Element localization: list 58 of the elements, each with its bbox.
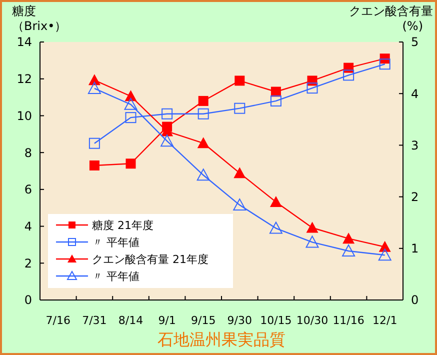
x-tick-label: 10/15 (260, 314, 292, 327)
point (88, 82, 101, 94)
x-tick-label: 7/31 (82, 314, 107, 327)
point (306, 222, 318, 233)
legend-label: クエン酸含有量 21年度 (92, 252, 208, 266)
y-tick-label: 6 (24, 182, 32, 197)
legend-label: 〃 平年値 (92, 236, 140, 249)
y2-tick-label: 3 (411, 138, 419, 152)
point (89, 160, 100, 170)
x-tick-label: 12/1 (372, 314, 398, 327)
y2-tick-label: 2 (411, 190, 419, 204)
point (198, 96, 208, 106)
point (124, 98, 138, 110)
point (160, 134, 174, 147)
x-tick-label: 8/14 (118, 314, 144, 327)
point (196, 168, 210, 181)
point (126, 158, 136, 169)
point (125, 112, 136, 124)
point (234, 76, 245, 86)
y-tick-label: 12 (16, 72, 32, 86)
x-tick-label: 9/30 (227, 314, 252, 327)
point (269, 222, 282, 234)
text: 石地温州果実品質 (158, 330, 286, 349)
y2-tick-label: 4 (411, 86, 419, 101)
legend-label: 糖度 21年度 (92, 218, 154, 232)
point (342, 232, 355, 244)
point (270, 95, 282, 106)
point (306, 236, 319, 248)
legend-label: 〃 平年値 (92, 270, 140, 283)
point (270, 196, 282, 207)
y2-tick-label: 1 (411, 242, 419, 256)
x-tick-label: 9/1 (158, 314, 176, 327)
point (342, 244, 356, 256)
y-tick-label: 4 (24, 219, 32, 234)
point (162, 108, 173, 120)
point (234, 167, 246, 178)
point (378, 248, 392, 261)
y-tick-label: 2 (24, 256, 32, 270)
point (306, 82, 318, 94)
point (379, 58, 390, 70)
point (197, 137, 210, 148)
x-tick-label: 7/16 (46, 314, 70, 327)
point (88, 138, 100, 149)
point (233, 198, 246, 211)
y-tick-label: 8 (24, 146, 32, 160)
y2-tick-label: 5 (411, 35, 419, 50)
point (343, 70, 354, 81)
point (198, 108, 209, 120)
y2-tick-label: 0 (411, 293, 419, 308)
x-tick-label: 10/30 (296, 314, 328, 327)
y2-axis-title: クエン酸含有量(%) (349, 4, 433, 33)
y-tick-label: 14 (16, 35, 32, 50)
x-tick-label: 11/16 (332, 314, 364, 327)
point (234, 102, 246, 114)
x-tick-label: 9/15 (191, 314, 216, 327)
y-axis-title: 糖度（Brix•） (12, 4, 67, 33)
y-tick-label: 0 (24, 293, 32, 308)
y-tick-label: 10 (16, 108, 32, 123)
